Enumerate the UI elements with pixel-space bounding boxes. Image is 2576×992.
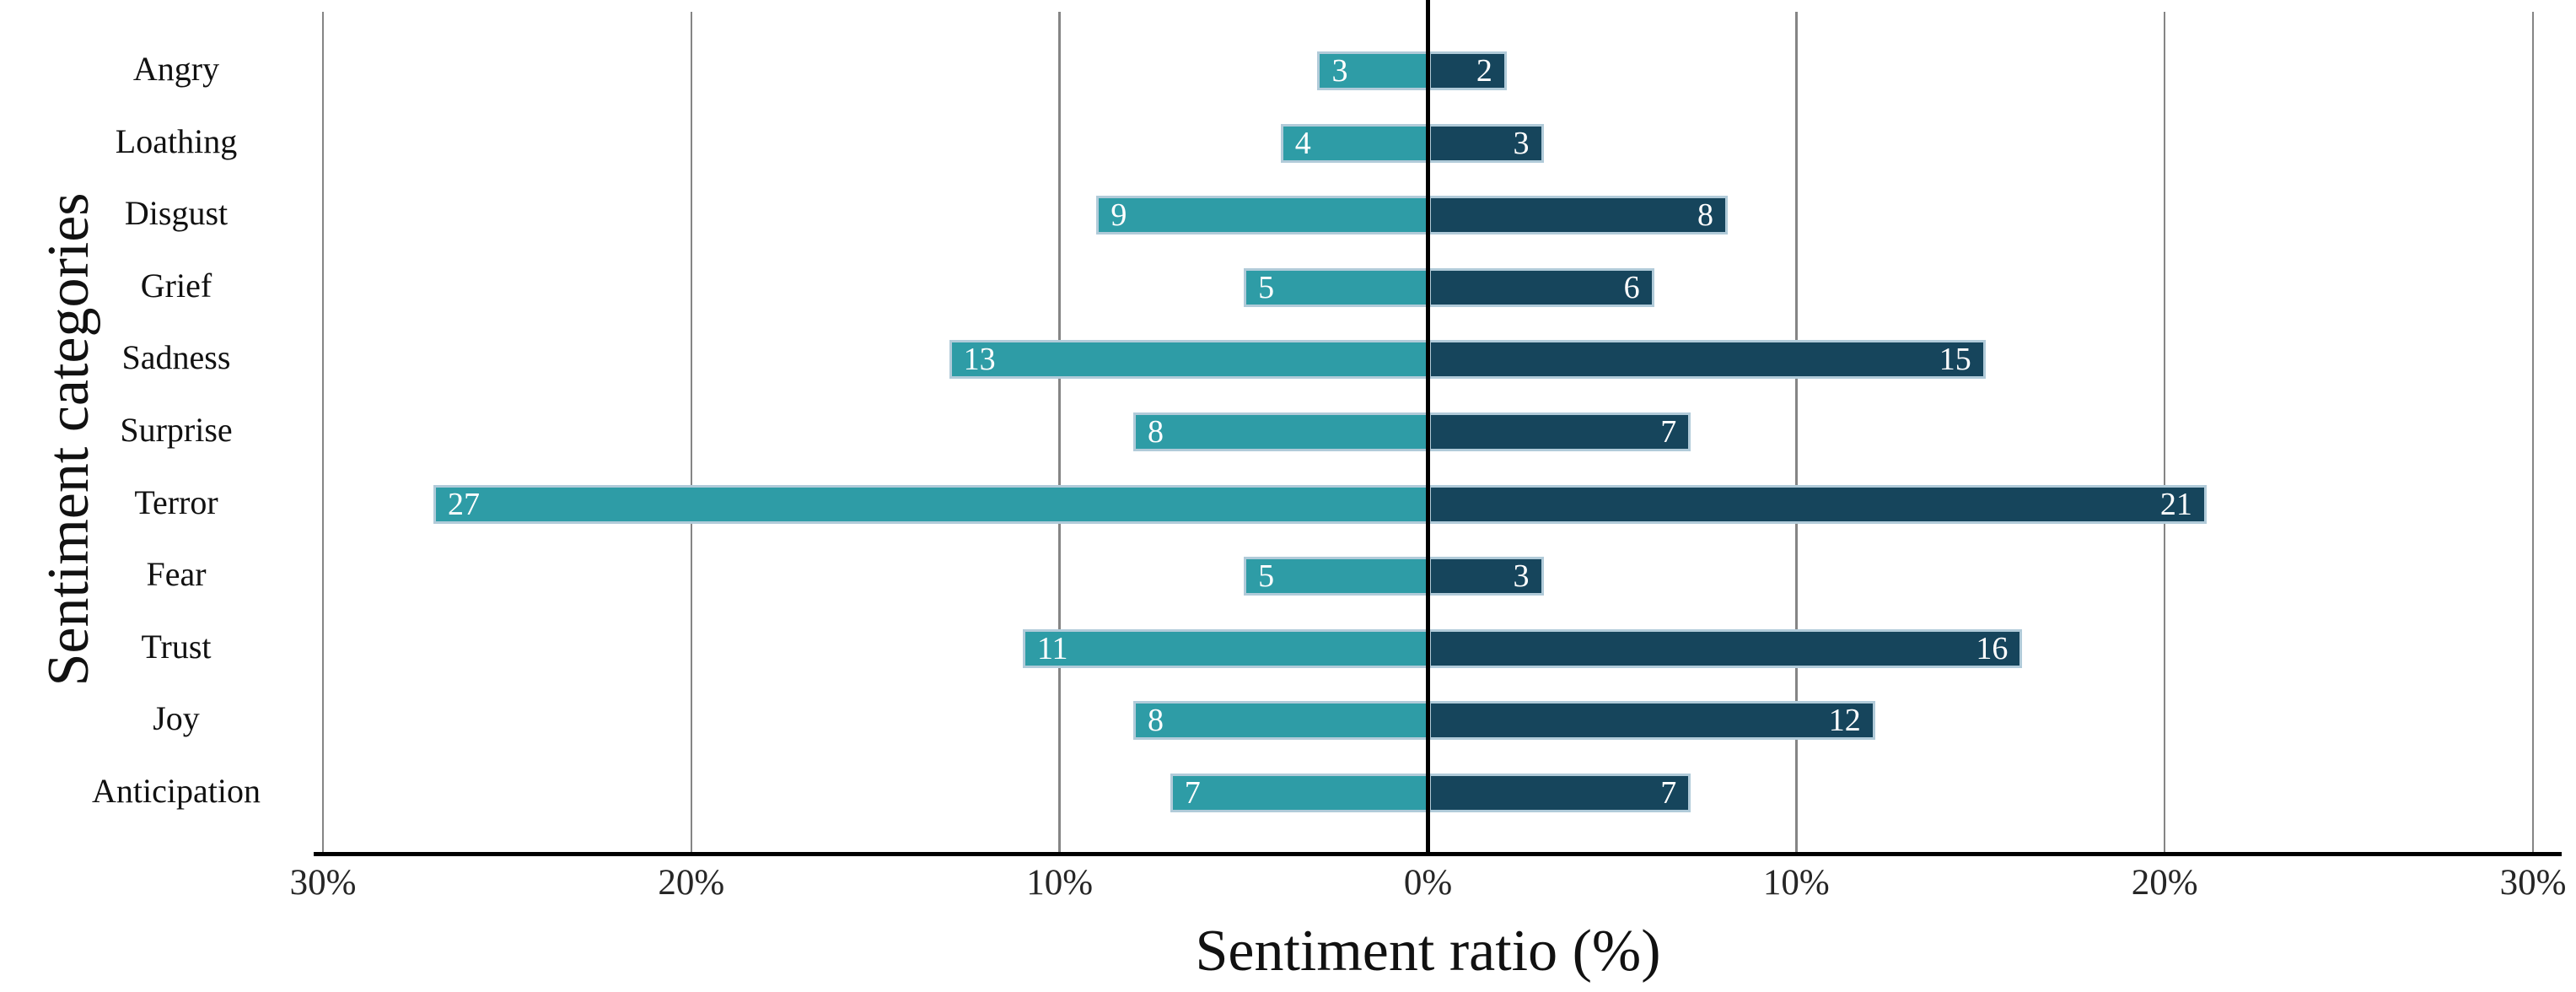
category-label: Anticipation [92, 772, 261, 810]
x-tick-label: 30% [289, 863, 357, 903]
bar-right-terror: 21 [1428, 484, 2207, 524]
bar-left-loathing: 4 [1280, 123, 1433, 163]
category-label: Fear [146, 555, 207, 594]
bar-left-grief: 5 [1244, 267, 1433, 307]
bar-right-disgust: 8 [1428, 196, 1728, 235]
bar-value-label: 5 [1258, 558, 1275, 595]
bar-right-anticipation: 7 [1428, 774, 1691, 812]
category-label: Trust [141, 627, 212, 666]
gridline [2163, 12, 2166, 852]
category-label: Loathing [115, 121, 238, 160]
bar-left-trust: 11 [1022, 628, 1433, 668]
gridline [321, 12, 325, 852]
bar-left-angry: 3 [1317, 51, 1433, 90]
bar-right-angry: 2 [1428, 51, 1507, 90]
bar-value-label: 2 [1476, 53, 1492, 89]
bar-left-fear: 5 [1244, 557, 1433, 596]
bar-value-label: 7 [1660, 775, 1677, 811]
zero-axis-line [1426, 0, 1430, 852]
category-label: Terror [134, 483, 218, 521]
bar-value-label: 15 [1939, 342, 1971, 378]
bar-right-surprise: 7 [1428, 412, 1691, 451]
bar-value-label: 3 [1331, 53, 1348, 89]
bar-value-label: 16 [1976, 630, 2009, 666]
bar-value-label: 6 [1623, 269, 1640, 305]
bar-right-loathing: 3 [1428, 123, 1544, 163]
bar-value-label: 8 [1148, 703, 1164, 739]
bar-value-label: 7 [1660, 414, 1677, 450]
bar-right-trust: 16 [1428, 628, 2023, 668]
category-label: Joy [153, 699, 200, 738]
gridline [690, 12, 693, 852]
bar-left-anticipation: 7 [1170, 774, 1433, 812]
bar-value-label: 4 [1294, 125, 1311, 161]
bar-value-label: 8 [1697, 197, 1713, 234]
bar-right-grief: 6 [1428, 267, 1654, 307]
x-tick-label: 30% [2499, 863, 2567, 903]
bar-value-label: 5 [1258, 269, 1275, 305]
category-label: Surprise [120, 411, 233, 449]
bar-left-disgust: 9 [1096, 196, 1433, 235]
category-label: Disgust [124, 194, 229, 233]
x-tick-label: 10% [1762, 863, 1830, 903]
gridline [1795, 12, 1798, 852]
x-axis-line [314, 852, 2562, 856]
bar-value-label: 3 [1513, 558, 1530, 595]
x-tick-label: 0% [1403, 863, 1453, 903]
bar-value-label: 11 [1036, 630, 1068, 666]
bar-value-label: 27 [448, 486, 481, 522]
category-label: Sadness [121, 338, 231, 377]
gridline [1058, 12, 1061, 852]
bar-value-label: 21 [2159, 486, 2192, 522]
bar-right-joy: 12 [1428, 701, 1875, 741]
bar-right-fear: 3 [1428, 557, 1544, 596]
bar-right-sadness: 15 [1428, 340, 1986, 380]
category-label: Angry [132, 50, 220, 88]
bar-left-sadness: 13 [949, 340, 1433, 380]
bar-value-label: 9 [1111, 197, 1127, 234]
gridline [2531, 12, 2535, 852]
x-axis-title: Sentiment ratio (%) [1195, 919, 1661, 984]
bar-value-label: 3 [1513, 125, 1530, 161]
bar-value-label: 13 [963, 342, 996, 378]
category-label: Grief [140, 266, 212, 305]
x-tick-label: 20% [2131, 863, 2198, 903]
bar-left-terror: 27 [433, 484, 1433, 524]
bar-value-label: 12 [1828, 703, 1861, 739]
x-tick-label: 10% [1026, 863, 1094, 903]
x-tick-label: 20% [658, 863, 725, 903]
bar-left-joy: 8 [1133, 701, 1433, 741]
bar-value-label: 7 [1184, 775, 1201, 811]
bar-left-surprise: 8 [1133, 412, 1433, 451]
bar-value-label: 8 [1148, 414, 1164, 450]
